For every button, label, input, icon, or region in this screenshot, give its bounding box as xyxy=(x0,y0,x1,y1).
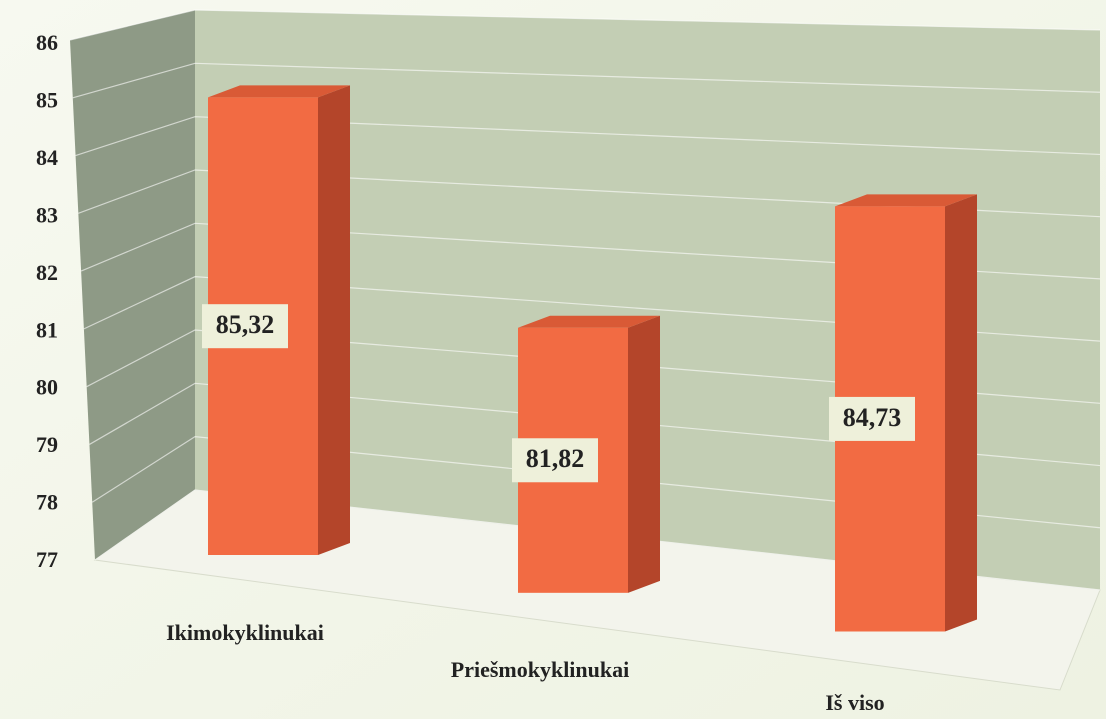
value-label: 85,32 xyxy=(216,310,275,339)
bar-top xyxy=(835,194,977,207)
grid-line xyxy=(83,276,1101,342)
bar-top xyxy=(208,85,350,98)
grid-line xyxy=(69,9,1101,41)
x-tick-label: Iš viso xyxy=(825,690,884,715)
grid-line xyxy=(94,489,1101,591)
value-label-bg xyxy=(512,438,598,483)
y-tick-label: 86 xyxy=(36,30,58,55)
grid-line xyxy=(89,382,1101,467)
y-tick-label: 77 xyxy=(36,547,58,572)
bar-side xyxy=(628,315,660,593)
y-tick-label: 79 xyxy=(36,432,58,457)
grid-line xyxy=(75,116,1101,157)
y-tick-label: 83 xyxy=(36,202,58,227)
y-tick-label: 85 xyxy=(36,87,58,112)
y-tick-label: 80 xyxy=(36,375,58,400)
grid-line xyxy=(91,436,1101,529)
value-label: 84,73 xyxy=(843,403,902,432)
y-tick-label: 78 xyxy=(36,490,58,515)
bar-side xyxy=(945,194,977,632)
y-tick-label: 82 xyxy=(36,260,58,285)
y-tick-label: 81 xyxy=(36,317,58,342)
bar-top xyxy=(518,315,660,328)
value-label: 81,82 xyxy=(526,444,585,473)
y-tick-label: 84 xyxy=(36,145,58,170)
grid-line xyxy=(80,222,1101,280)
grid-line xyxy=(72,62,1101,99)
grid-line xyxy=(78,169,1101,218)
x-tick-label: Priešmokyklinukai xyxy=(451,657,629,682)
value-label-bg xyxy=(829,396,915,441)
grid-line xyxy=(86,329,1101,404)
value-label-bg xyxy=(202,304,288,349)
bar-side xyxy=(318,85,350,556)
x-tick-label: Ikimokyklinukai xyxy=(166,620,324,645)
